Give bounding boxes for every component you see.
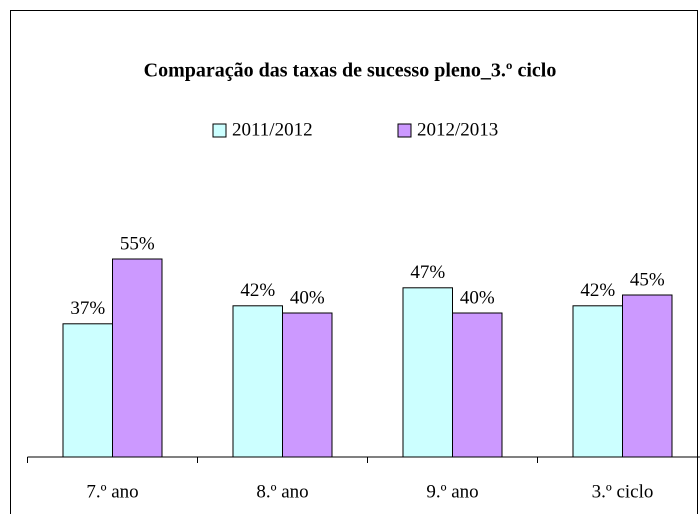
- value-label: 42%: [240, 280, 275, 301]
- legend-label: 2011/2012: [232, 119, 313, 140]
- value-label: 55%: [120, 233, 155, 254]
- bar: [62, 323, 113, 458]
- bar: [402, 287, 453, 458]
- legend-swatch: [212, 123, 227, 138]
- x-tick-label: 8.º ano: [256, 481, 308, 502]
- chart-title: Comparação das taxas de sucesso pleno_3.…: [144, 60, 557, 82]
- x-tick-label: 9.º ano: [426, 481, 478, 502]
- bar: [622, 294, 673, 458]
- value-label: 40%: [290, 287, 325, 308]
- value-label: 45%: [630, 269, 665, 290]
- value-label: 40%: [460, 287, 495, 308]
- bar: [112, 258, 163, 458]
- bar: [282, 312, 333, 458]
- bar: [572, 305, 623, 458]
- value-label: 47%: [410, 262, 445, 283]
- bar: [232, 305, 283, 458]
- legend-swatch: [397, 123, 412, 138]
- bar: [452, 312, 503, 458]
- legend-label: 2012/2013: [417, 119, 498, 140]
- x-tick-label: 3.º ciclo: [592, 481, 654, 502]
- value-label: 42%: [580, 280, 615, 301]
- value-label: 37%: [70, 298, 105, 319]
- x-tick-label: 7.º ano: [86, 481, 138, 502]
